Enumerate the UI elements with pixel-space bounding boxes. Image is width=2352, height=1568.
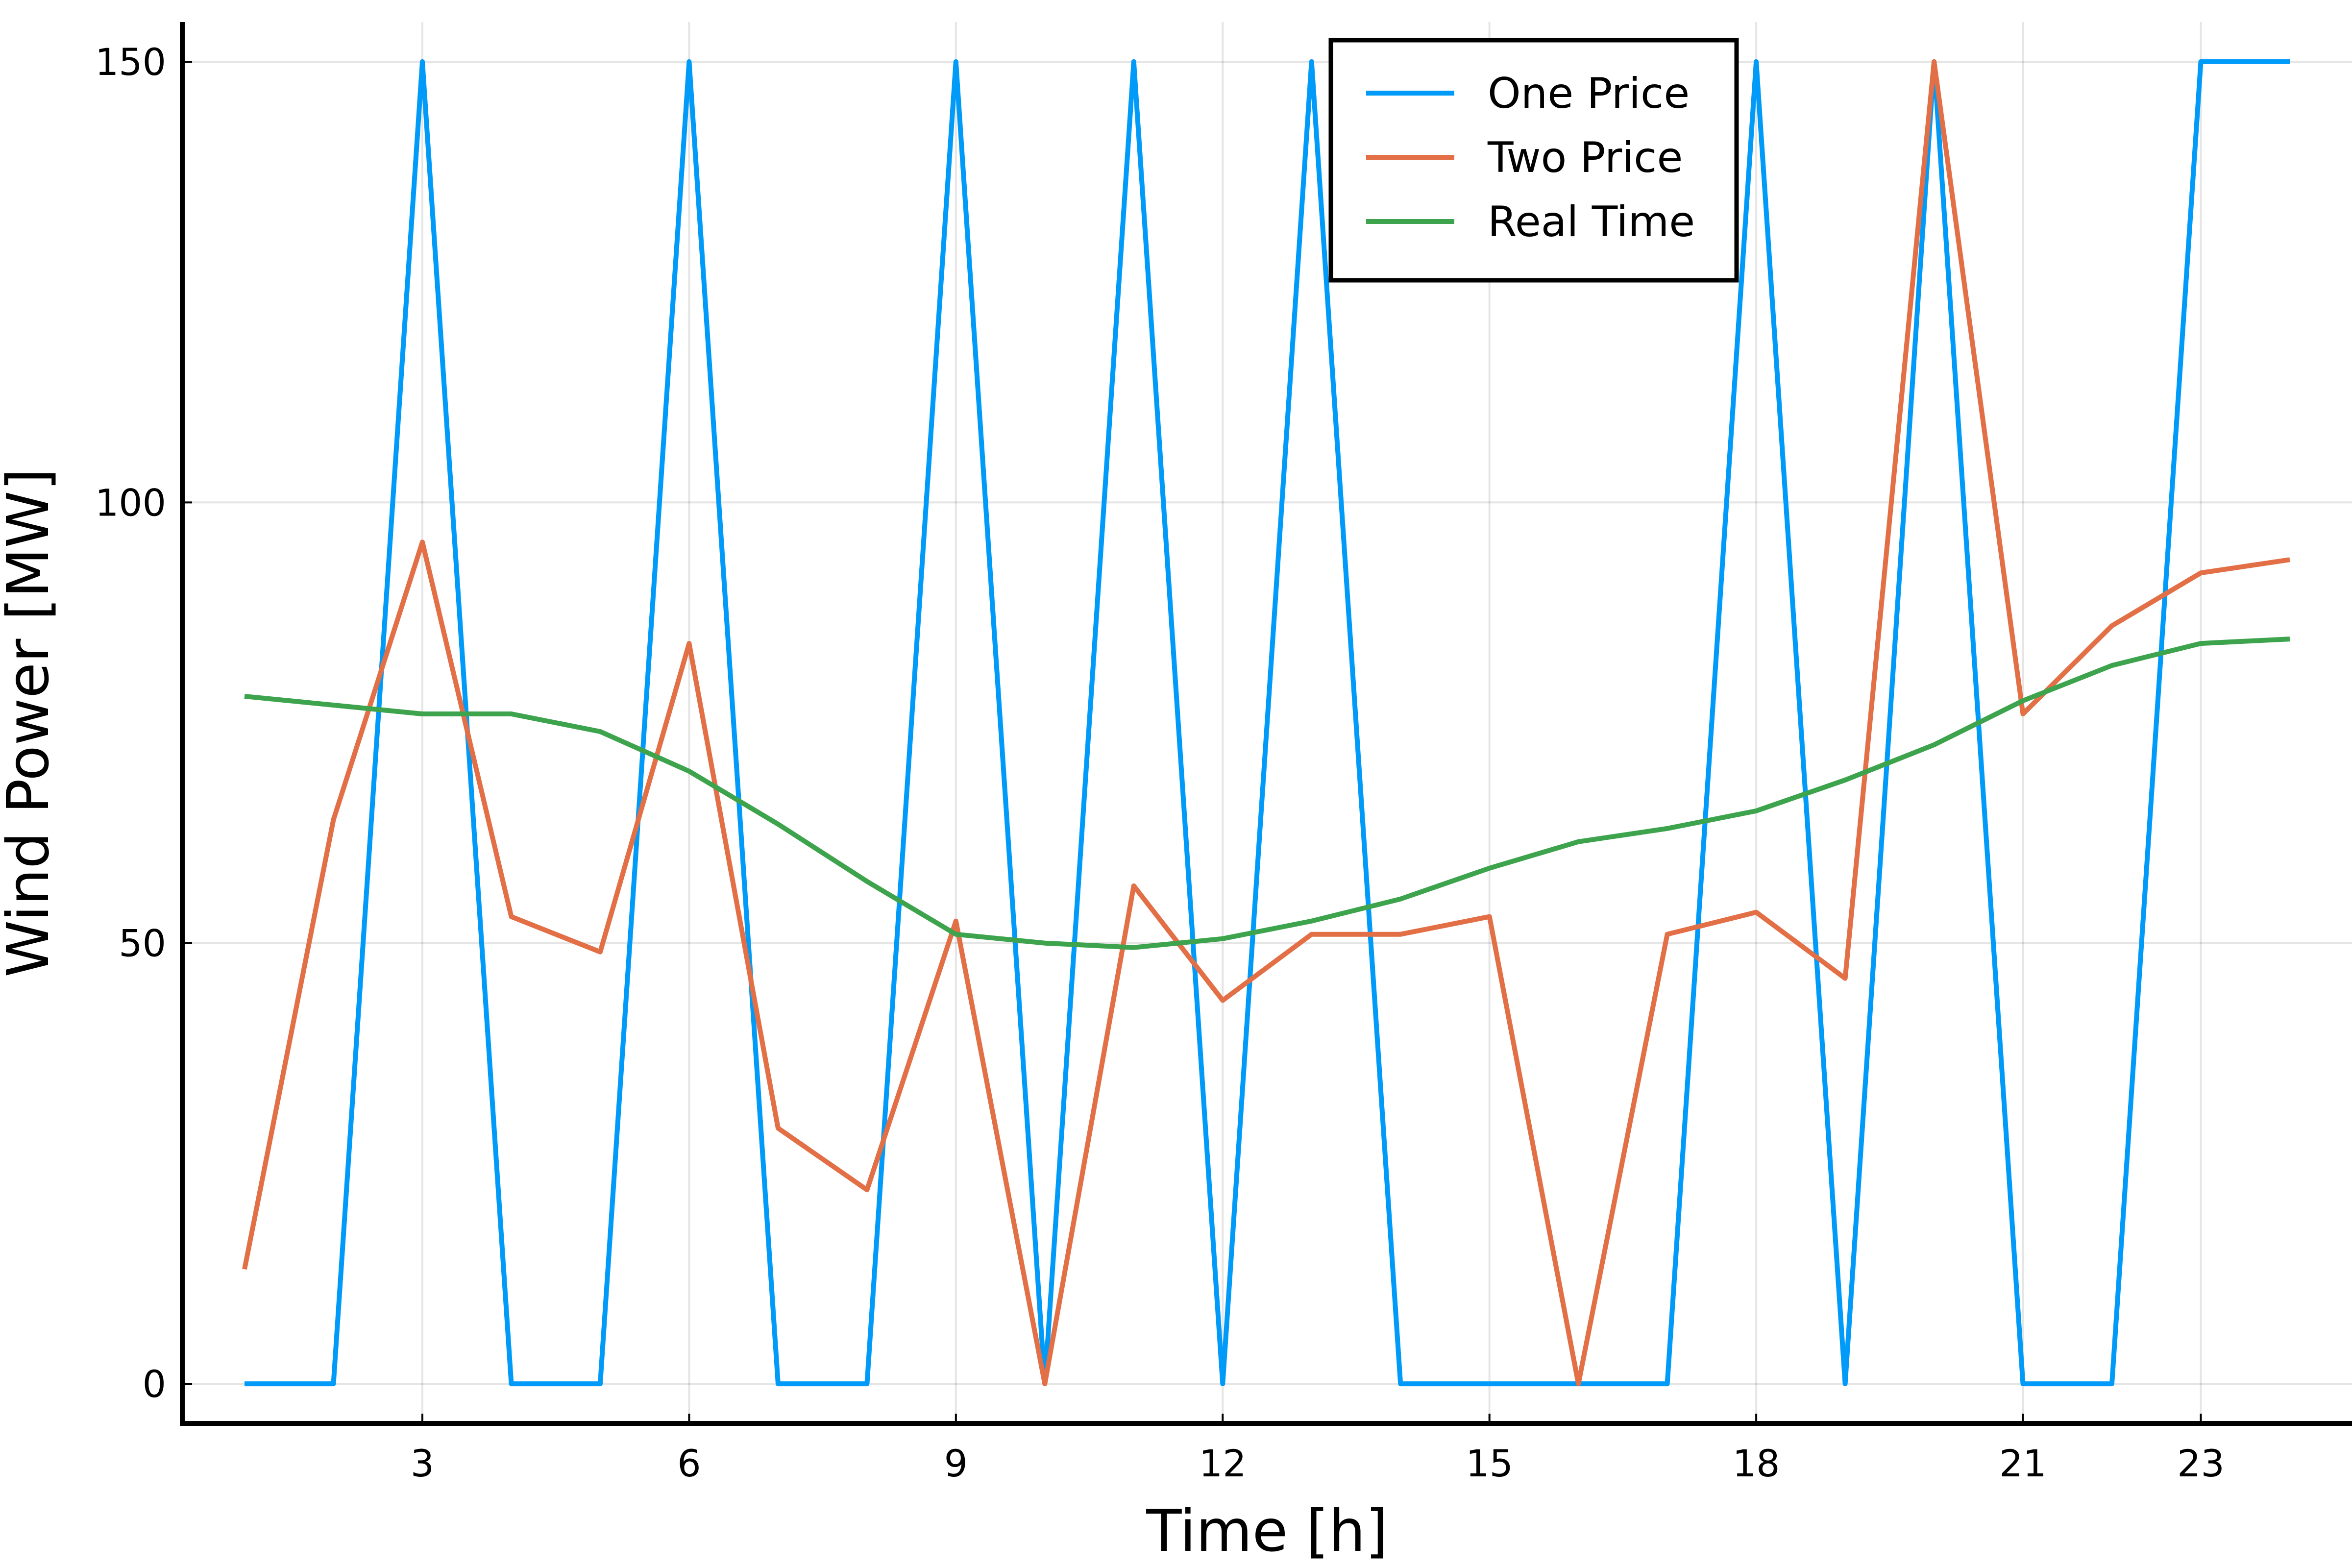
x-tick-label: 12	[1199, 1442, 1247, 1485]
series-line-real-time	[244, 637, 2290, 950]
series-line-two-price	[242, 59, 2290, 1387]
y-tick-label: 50	[119, 922, 166, 965]
axis-ticks: 3 6 9 12 15 18 21 23 0 50 100 150	[95, 40, 2225, 1485]
legend-label-real-time: Real Time	[1488, 197, 1695, 246]
x-tick-label: 3	[411, 1442, 434, 1485]
x-tick-label: 21	[1999, 1442, 2047, 1485]
legend-box	[1328, 38, 1739, 283]
legend: One Price Two Price Real Time	[1328, 38, 1739, 283]
y-axis-label: Wind Power [MW]	[0, 468, 62, 978]
legend-label-two-price: Two Price	[1487, 133, 1683, 182]
x-axis-label: Time [h]	[1146, 1497, 1388, 1565]
y-tick-label: 150	[95, 40, 166, 84]
y-tick-label: 100	[95, 481, 166, 524]
x-tick-label: 15	[1466, 1442, 1513, 1485]
series-layer	[242, 59, 2290, 1387]
y-tick-label: 0	[143, 1362, 166, 1406]
x-tick-label: 9	[944, 1442, 968, 1485]
x-tick-label: 6	[677, 1442, 701, 1485]
series-line-one-price	[245, 59, 2290, 1387]
grid-lines	[182, 22, 2352, 1423]
x-tick-label: 18	[1733, 1442, 1780, 1485]
legend-label-one-price: One Price	[1488, 69, 1690, 118]
x-tick-label: 23	[2177, 1442, 2225, 1485]
